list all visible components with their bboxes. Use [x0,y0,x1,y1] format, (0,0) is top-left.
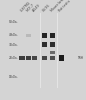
Text: 55kDa-: 55kDa- [9,20,18,24]
Bar [32,56,37,60]
Text: U-87MG: U-87MG [19,0,31,12]
Text: TRH: TRH [77,56,83,60]
Text: 15kDa-: 15kDa- [9,75,18,79]
Text: Rat testis: Rat testis [58,0,72,12]
Bar [19,56,25,60]
Bar [50,51,55,54]
Text: 25kDa-: 25kDa- [9,56,18,60]
Bar [58,55,64,61]
Bar [50,42,55,47]
Bar [26,56,31,60]
Text: C6/36: C6/36 [42,3,52,12]
Text: MCF-7: MCF-7 [25,2,35,12]
Bar [26,34,31,37]
Text: Mouse brain: Mouse brain [50,0,67,12]
Bar [50,56,55,60]
Bar [42,42,47,47]
Bar [50,33,55,38]
Text: 40kDa-: 40kDa- [9,34,18,38]
Bar [42,56,47,60]
Text: 35kDa-: 35kDa- [9,42,18,46]
Bar [42,33,47,38]
Text: A-549: A-549 [32,3,41,12]
